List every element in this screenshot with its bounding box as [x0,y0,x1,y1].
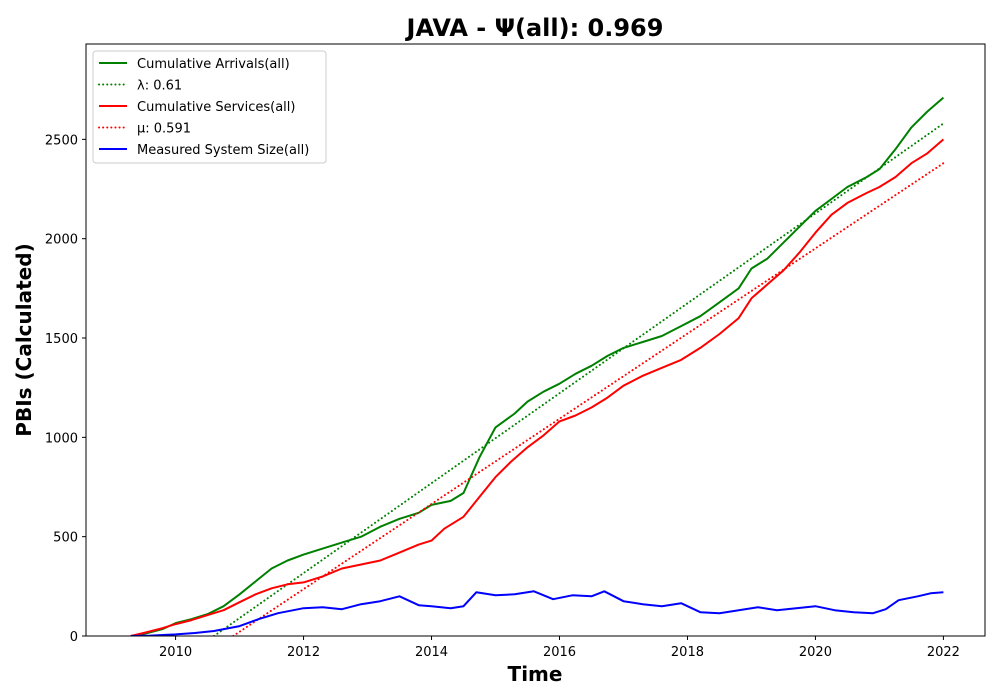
legend-label: Cumulative Services(all) [137,100,295,115]
series-line-3 [232,162,945,636]
series-line-2 [130,138,945,636]
y-tick-label: 1500 [45,332,78,347]
x-tick-label: 2022 [927,645,960,660]
x-tick-label: 2016 [543,645,576,660]
y-tick-label: 2500 [45,133,78,148]
x-tick-label: 2010 [159,645,192,660]
x-tick-label: 2014 [415,645,448,660]
y-tick-label: 1000 [45,431,78,446]
y-tick-label: 2000 [45,233,78,248]
y-tick-label: 0 [70,630,78,645]
series-line-1 [213,122,945,636]
series-lines [130,96,945,636]
y-axis-title: PBIs (Calculated) [12,243,36,436]
x-tick-label: 2018 [671,645,704,660]
series-line-4 [130,590,944,636]
legend: Cumulative Arrivals(all) λ: 0.61 Cumulativ… [92,50,327,164]
x-tick-label: 2012 [287,645,320,660]
legend-label: μ: 0.591 [137,122,191,137]
plot-area [130,96,945,636]
legend-label: Measured System Size(all) [137,143,309,158]
chart-title: JAVA - Ψ(all): 0.969 [405,14,664,42]
y-tick-label: 500 [53,531,78,546]
legend-label: Cumulative Arrivals(all) [137,57,290,72]
legend-label: λ: 0.61 [137,79,182,94]
series-line-0 [130,96,945,636]
axis-ticks: 2010 2012 2014 2016 2018 2020 2022 0 500 1000 1500… [45,133,960,660]
x-tick-label: 2020 [799,645,832,660]
plot-frame [85,43,986,637]
x-axis-title: Time [508,662,563,686]
legend-box [92,50,327,164]
